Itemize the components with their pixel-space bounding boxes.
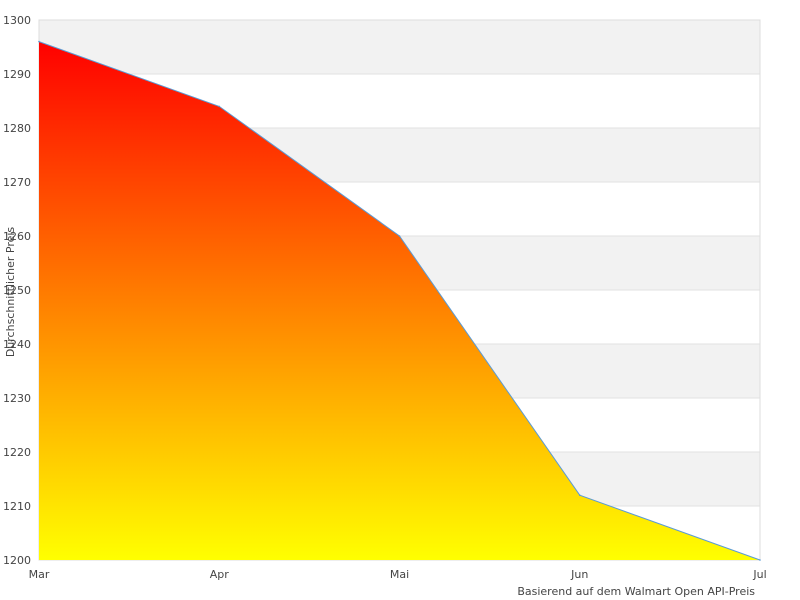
y-tick-label: 1250	[3, 284, 31, 297]
y-tick-label: 1290	[3, 68, 31, 81]
y-tick-label: 1260	[3, 230, 31, 243]
y-axis-ticks: 1200 1210 1220 1230 1240 1250 1260 1270 1280 1290…	[3, 14, 31, 567]
y-tick-label: 1220	[3, 446, 31, 459]
grid-band	[39, 20, 760, 74]
x-tick-label: Mar	[29, 568, 50, 581]
area-layer	[38, 40, 761, 561]
data-point	[398, 235, 401, 237]
data-point	[218, 105, 221, 108]
x-axis-ticks: Mar Apr Mai Jun Jul	[29, 568, 767, 581]
data-point	[38, 40, 40, 43]
y-tick-label: 1210	[3, 500, 31, 513]
y-tick-label: 1270	[3, 176, 31, 189]
data-source-footnote: Basierend auf dem Walmart Open API-Preis	[517, 585, 755, 598]
y-tick-label: 1200	[3, 554, 31, 567]
x-tick-label: Jul	[752, 568, 766, 581]
data-point	[578, 494, 581, 497]
y-tick-label: 1230	[3, 392, 31, 405]
y-axis-title: Durchschnittlicher Preis	[4, 227, 17, 358]
y-tick-label: 1240	[3, 338, 31, 351]
data-point	[759, 559, 761, 561]
area-fill	[39, 41, 760, 561]
y-tick-label: 1280	[3, 122, 31, 135]
x-tick-label: Mai	[390, 568, 409, 581]
y-tick-label: 1300	[3, 14, 31, 27]
x-tick-label: Jun	[570, 568, 588, 581]
x-tick-label: Apr	[210, 568, 230, 581]
